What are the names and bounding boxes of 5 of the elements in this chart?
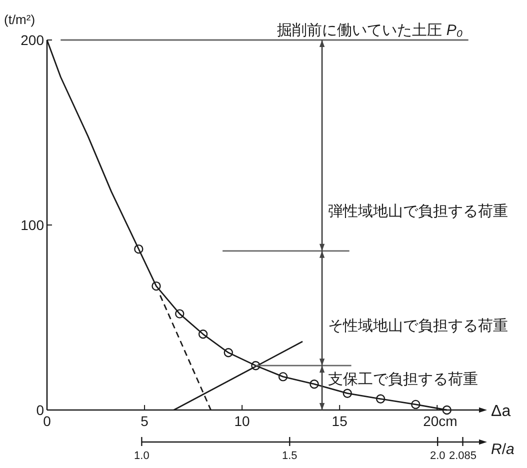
annotation: 掘削前に働いていた土圧 P₀	[277, 22, 463, 39]
annotation: 弾性域地山で負担する荷重	[328, 202, 508, 220]
annotation: 支保工で負担する荷重	[328, 370, 478, 388]
annotation: そ性域地山で負担する荷重	[328, 318, 508, 335]
x2-axis-title: R/a	[491, 441, 514, 458]
